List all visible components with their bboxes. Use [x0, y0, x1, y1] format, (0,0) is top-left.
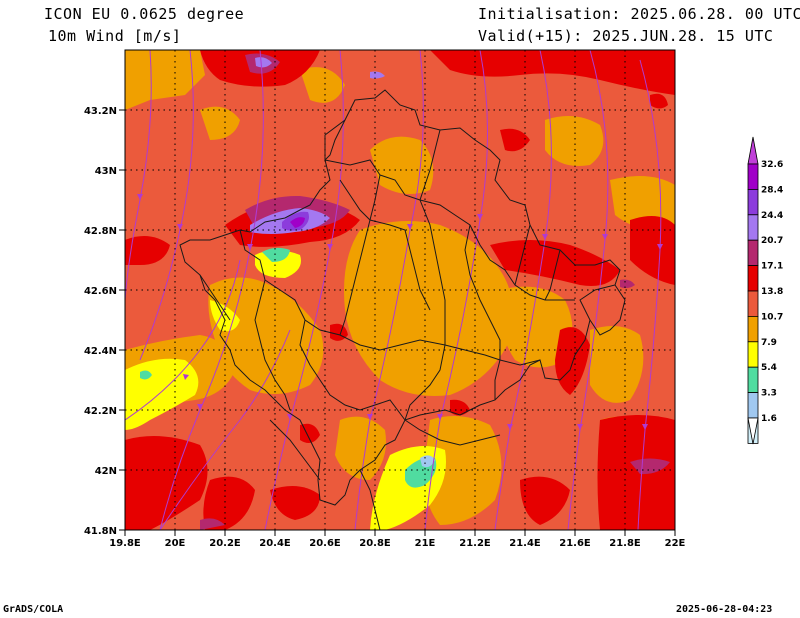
legend-label: 32.6: [761, 160, 783, 170]
legend-box: [747, 341, 759, 368]
lon-label: 21.8E: [609, 538, 641, 549]
legend-box: [747, 214, 759, 241]
footer-credit: GrADS/COLA: [3, 604, 64, 615]
lon-label: 22E: [665, 538, 686, 549]
lon-label: 21E: [415, 538, 436, 549]
lon-labels: 19.8E 20E 20.2E 20.4E 20.6E 20.8E 21E 21…: [109, 538, 685, 549]
legend-label: 13.8: [761, 287, 783, 297]
lat-label: 43.2N: [84, 106, 117, 117]
lon-label: 21.6E: [559, 538, 591, 549]
lon-label: 20.8E: [359, 538, 391, 549]
legend-box: [747, 239, 759, 266]
lat-label: 42.4N: [84, 346, 117, 357]
lat-label: 42.6N: [84, 286, 117, 297]
color-legend: 32.6 28.4 24.4 20.7 17.1 13.8 10.7 7.9 5.4 3.3 1.6: [747, 136, 783, 445]
init-time: Initialisation: 2025.06.28. 00 UTC: [478, 5, 800, 23]
legend-cap-bottom: [747, 417, 759, 445]
borders: [179, 89, 626, 530]
lat-label: 42.2N: [84, 406, 117, 417]
lat-label: 41.8N: [84, 526, 117, 537]
legend-box: [747, 163, 759, 190]
legend-label: 3.3: [761, 389, 777, 399]
lat-labels: 43.2N 43N 42.8N 42.6N 42.4N 42.2N 42N 41…: [84, 106, 117, 537]
model-title: ICON EU 0.0625 degree: [44, 5, 245, 23]
legend-box: [747, 265, 759, 292]
legend-box: [747, 366, 759, 394]
legend-labels: 32.6 28.4 24.4 20.7 17.1 13.8 10.7 7.9 5.4 3.3 1.6: [761, 160, 783, 424]
legend-label: 7.9: [761, 338, 777, 348]
lon-label: 20E: [165, 538, 186, 549]
variable-title: 10m Wind [m/s]: [48, 27, 182, 45]
lon-label: 20.2E: [209, 538, 241, 549]
legend-box: [747, 392, 759, 419]
lon-label: 21.2E: [459, 538, 491, 549]
legend-label: 24.4: [761, 211, 783, 221]
legend-label: 10.7: [761, 312, 783, 322]
legend-box: [747, 290, 759, 317]
legend-label: 20.7: [761, 236, 783, 246]
axis-ticks: [119, 109, 676, 536]
legend-box: [747, 188, 759, 216]
valid-time: Valid(+15): 2025.JUN.28. 15 UTC: [478, 27, 774, 45]
legend-box: [747, 315, 759, 343]
lon-label: 20.6E: [309, 538, 341, 549]
legend-label: 1.6: [761, 414, 777, 424]
legend-label: 28.4: [761, 185, 783, 195]
lat-label: 42.8N: [84, 226, 117, 237]
grid-lines: [125, 50, 675, 530]
streamline-arrows: [137, 194, 663, 430]
lat-label: 43N: [95, 166, 117, 177]
lon-label: 21.4E: [509, 538, 541, 549]
legend-boxes: [747, 163, 759, 444]
lon-label: 19.8E: [109, 538, 141, 549]
legend-cap-top: [747, 136, 759, 165]
lat-label: 42N: [95, 466, 117, 477]
legend-label: 17.1: [761, 262, 783, 272]
lon-label: 20.4E: [259, 538, 291, 549]
legend-label: 5.4: [761, 363, 777, 373]
footer-timestamp: 2025-06-28-04:23: [676, 604, 773, 615]
